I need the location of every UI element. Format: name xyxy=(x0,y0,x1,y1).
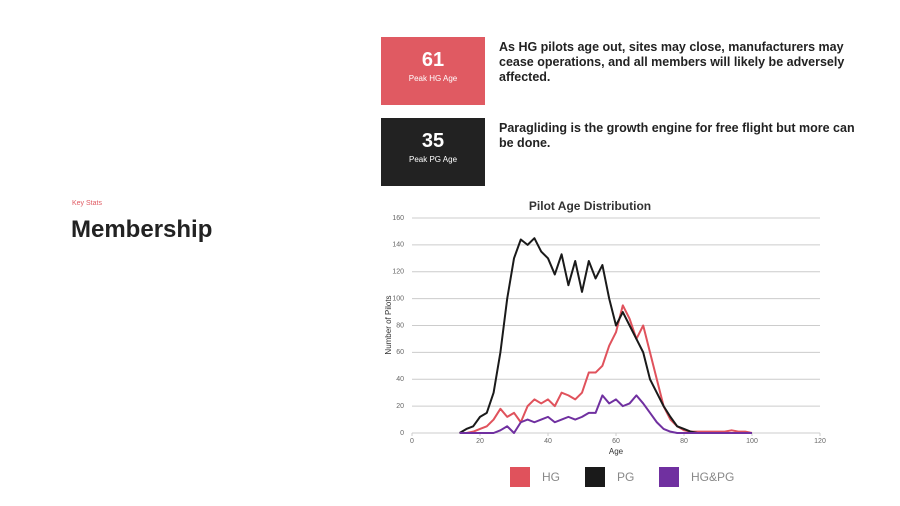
stat-label: Peak PG Age xyxy=(408,155,458,164)
stat-text: As HG pilots age out, sites may close, m… xyxy=(499,40,845,84)
y-tick-label: 60 xyxy=(396,349,404,356)
x-tick-label: 120 xyxy=(814,438,826,445)
y-tick-label: 40 xyxy=(396,376,404,383)
heading: Membership xyxy=(71,216,213,243)
legend-label: HG&PG xyxy=(691,470,734,484)
x-tick-label: 80 xyxy=(680,438,688,445)
chart-title: Pilot Age Distribution xyxy=(529,199,651,213)
legend-label: HG xyxy=(542,470,560,484)
kicker: Key Stats xyxy=(72,200,102,207)
series-line xyxy=(459,304,753,434)
stat-label: Peak HG Age xyxy=(408,74,458,83)
stat-value: 35 xyxy=(421,130,445,152)
x-tick-label: 60 xyxy=(612,438,620,445)
legend-label: PG xyxy=(617,470,634,484)
y-tick-label: 100 xyxy=(392,295,404,302)
y-tick-label: 160 xyxy=(392,215,404,222)
series-line xyxy=(459,394,752,434)
x-tick-label: 0 xyxy=(410,438,414,445)
stat-box: 61 Peak HG Age xyxy=(381,37,485,105)
y-tick-label: 20 xyxy=(396,403,404,410)
y-tick-label: 120 xyxy=(392,269,404,276)
y-axis-label: Number of Pilots xyxy=(384,295,393,354)
legend-swatch xyxy=(510,467,530,487)
legend-swatch xyxy=(585,467,605,487)
series-line xyxy=(459,237,752,434)
y-tick-label: 0 xyxy=(400,430,404,437)
stat-value: 61 xyxy=(421,49,445,71)
x-axis-label: Age xyxy=(609,447,624,456)
stat-text: Paragliding is the growth engine for fre… xyxy=(499,121,855,150)
x-tick-label: 40 xyxy=(544,438,552,445)
x-tick-label: 100 xyxy=(746,438,758,445)
legend-swatch xyxy=(659,467,679,487)
y-tick-label: 80 xyxy=(396,322,404,329)
x-tick-label: 20 xyxy=(476,438,484,445)
stat-box: 35 Peak PG Age xyxy=(381,118,485,186)
y-tick-label: 140 xyxy=(392,242,404,249)
